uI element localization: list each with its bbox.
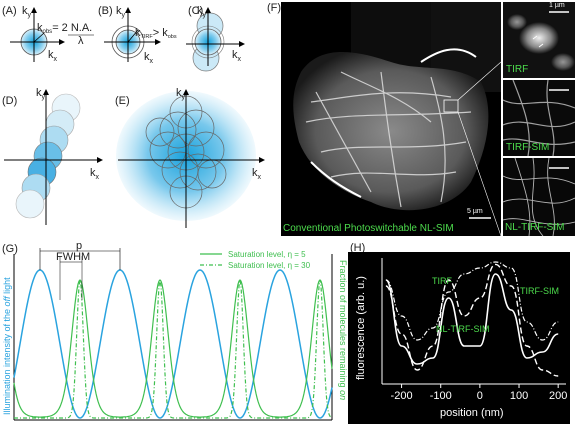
diagram-panels-a-e: (A) ky kx kobs= 2 N.A. λ (B) ky kx kTIRF… bbox=[2, 5, 265, 228]
svg-text:kx: kx bbox=[252, 167, 262, 181]
inset-label-nl-tirf-sim: NL-TIRF-SIM bbox=[505, 222, 565, 233]
legend-eta30: Saturation level, η = 30 bbox=[228, 261, 311, 270]
svg-text:ky: ky bbox=[197, 5, 207, 19]
scale-bar-inset-label: 1 µm bbox=[549, 2, 565, 9]
fwhm-label: FWHM bbox=[56, 251, 90, 263]
illumination-curve bbox=[13, 269, 333, 419]
panel-c-label: (C) bbox=[188, 5, 203, 17]
svg-text:kx: kx bbox=[90, 167, 100, 181]
panel-c: (C) ky kx bbox=[186, 5, 245, 72]
x-tick-label: 0 bbox=[477, 390, 483, 402]
panel-b-label: (B) bbox=[98, 5, 113, 17]
panel-f-label: (F) bbox=[267, 2, 282, 14]
svg-text:kx: kx bbox=[232, 49, 242, 63]
inset-nl-tirf-sim: NL-TIRF-SIM bbox=[503, 158, 575, 236]
panel-g: (G) Illumination intensity of the off li… bbox=[2, 240, 348, 421]
ylabel-left: Illumination intensity of the off light bbox=[2, 277, 12, 415]
svg-text:λ: λ bbox=[78, 35, 84, 47]
legend-eta5: Saturation level, η = 5 bbox=[228, 250, 306, 259]
svg-text:kx: kx bbox=[48, 49, 58, 63]
xlabel: position (nm) bbox=[440, 407, 504, 419]
panel-a: (A) ky kx kobs= 2 N.A. λ bbox=[2, 5, 94, 63]
tirf-line bbox=[385, 261, 559, 341]
ylabel-right: Fraction of molecules remaining on bbox=[338, 260, 348, 400]
x-tick-label: 200 bbox=[549, 390, 567, 402]
inset-tirf: 1 µm TIRF bbox=[503, 2, 575, 78]
panel-h: -200 -100 0 100 200 TIRF TIRF-SIM NL-TIRF-SI… bbox=[348, 252, 570, 424]
panel-f: (F) bbox=[267, 0, 575, 238]
inset-label-tirf-sim: TIRF-SIM bbox=[506, 142, 550, 153]
inset-label-tirf: TIRF bbox=[506, 64, 529, 75]
series-label-tirf: TIRF bbox=[432, 276, 452, 286]
panel-e: (E) ky kx bbox=[115, 87, 265, 228]
x-tick-label: 100 bbox=[510, 390, 528, 402]
scale-bar-main-label: 5 µm bbox=[467, 208, 483, 215]
x-tick-label: -200 bbox=[391, 390, 413, 402]
saturation-eta30-curve bbox=[14, 279, 333, 419]
svg-text:ky: ky bbox=[116, 5, 126, 19]
svg-text:ky: ky bbox=[176, 87, 186, 101]
panel-d-label: (D) bbox=[2, 95, 17, 107]
period-label: p bbox=[76, 240, 82, 252]
panel-e-label: (E) bbox=[115, 95, 130, 107]
nl-tirf-sim-line bbox=[385, 273, 559, 365]
series-label-nl-tirf-sim: NL-TIRF-SIM bbox=[436, 324, 490, 334]
ylabel: fluorescence (arb. u.) bbox=[355, 276, 367, 380]
x-tick-label: -100 bbox=[430, 390, 452, 402]
microscopy-caption: Conventional Photoswitchable NL-SIM bbox=[283, 223, 454, 234]
panel-g-label: (G) bbox=[2, 243, 18, 255]
series-label-tirf-sim: TIRF-SIM bbox=[520, 286, 559, 296]
panel-b: (B) ky kx kTIRF> kobs bbox=[98, 5, 177, 65]
svg-text:kTIRF> kobs: kTIRF> kobs bbox=[135, 27, 177, 40]
svg-text:ky: ky bbox=[36, 87, 46, 101]
panel-d: (D) ky kx bbox=[2, 87, 103, 225]
panel-a-label: (A) bbox=[2, 5, 17, 17]
svg-text:kobs= 2 N.A.: kobs= 2 N.A. bbox=[37, 22, 92, 35]
inset-tirf-sim: TIRF-SIM bbox=[503, 80, 575, 156]
svg-text:ky: ky bbox=[22, 5, 32, 19]
tirf-sim-line bbox=[385, 263, 559, 377]
kobs-radius bbox=[33, 32, 45, 43]
svg-text:kx: kx bbox=[144, 51, 154, 65]
panel-h-label: (H) bbox=[350, 242, 366, 254]
microscopy-main-image: 5 µm Conventional Photoswitchable NL-SIM bbox=[281, 2, 501, 236]
saturation-eta5-curve bbox=[13, 279, 333, 418]
